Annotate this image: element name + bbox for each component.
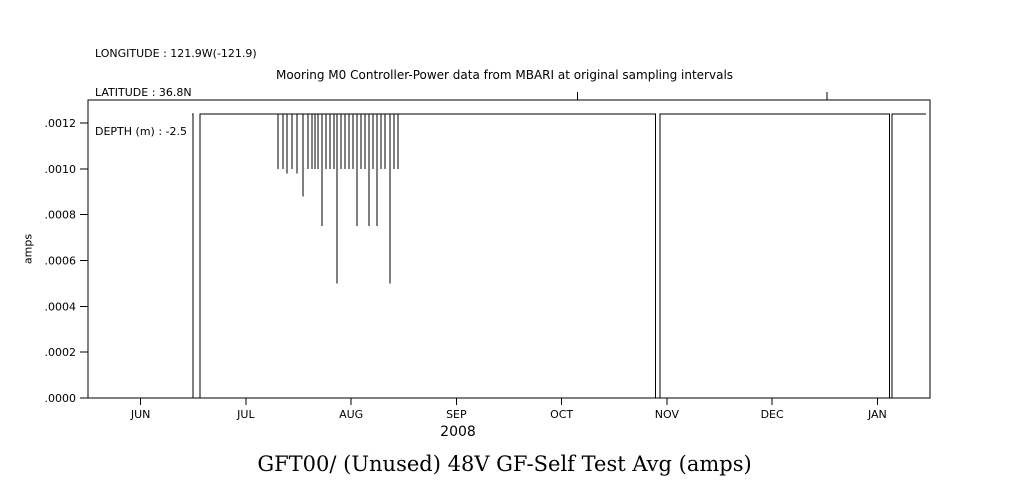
y-tick-label: .0000	[45, 392, 77, 405]
longitude-label: LONGITUDE : 121.9W(-121.9)	[95, 47, 257, 60]
y-tick-label: .0010	[45, 163, 77, 176]
plot-frame	[87, 99, 931, 399]
x-tick-label: OCT	[550, 408, 573, 421]
x-tick-label: SEP	[446, 408, 467, 421]
y-tick-label: .0008	[45, 209, 77, 222]
latitude-label: LATITUDE : 36.8N	[95, 86, 192, 99]
location-header: LONGITUDE : 121.9W(-121.9) LATITUDE : 36…	[95, 21, 257, 164]
y-tick-label: .0004	[45, 300, 77, 313]
y-axis-label: amps	[21, 233, 35, 265]
y-tick-label: .0012	[45, 117, 77, 130]
plot-title: Mooring M0 Controller-Power data from MB…	[275, 68, 734, 82]
x-tick-label: AUG	[339, 408, 363, 421]
x-tick-label: NOV	[655, 408, 680, 421]
x-tick-label: JUL	[236, 408, 255, 421]
figure-caption: GFT00/ (Unused) 48V GF-Self Test Avg (am…	[257, 452, 752, 476]
x-axis-year-label: 2008	[440, 424, 476, 440]
depth-label: DEPTH (m) : -2.5	[95, 125, 188, 138]
y-tick-label: .0002	[45, 346, 77, 359]
x-tick-label: DEC	[761, 408, 784, 421]
x-tick-label: JAN	[867, 408, 887, 421]
y-tick-label: .0006	[45, 254, 77, 267]
data-series	[192, 113, 926, 399]
x-tick-label: JUN	[130, 408, 151, 421]
